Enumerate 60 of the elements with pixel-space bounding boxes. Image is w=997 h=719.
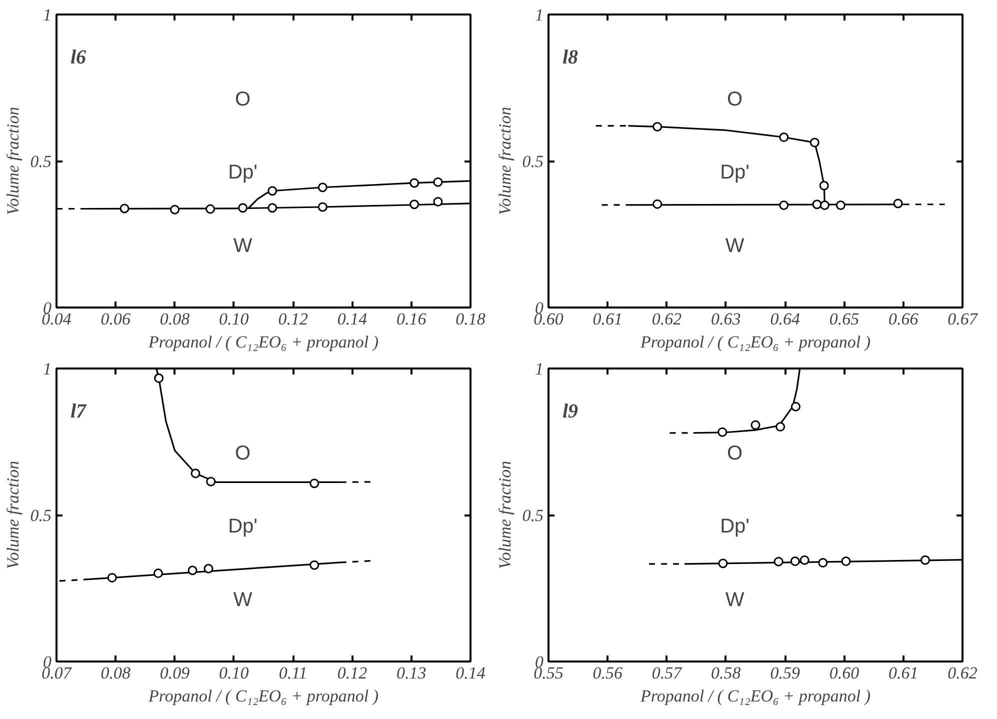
x-tick-label: 0.08 — [100, 664, 132, 682]
x-tick-label: 0.60 — [829, 664, 860, 682]
x-tick-label: 0.12 — [337, 664, 368, 682]
annotation: Dp' — [720, 516, 750, 538]
x-tick-label: 0.64 — [770, 310, 800, 328]
x-axis-title: Propanol / ( C₁₂EO₆ + propanol ) — [639, 332, 871, 352]
x-tick-label: 0.16 — [396, 310, 427, 328]
y-tick-label: 1 — [43, 360, 52, 378]
y-axis-title: Volume fraction — [3, 460, 22, 570]
x-tick-label: 0.12 — [278, 310, 308, 328]
y-tick-label: 1 — [43, 6, 52, 24]
text: l6 — [70, 46, 86, 68]
annotation: Dp' — [720, 162, 750, 184]
x-tick-label: 0.65 — [829, 310, 860, 328]
annotation: W — [233, 234, 252, 257]
x-tick-label: 0.14 — [337, 310, 368, 328]
text: l9 — [562, 400, 578, 422]
x-tick-label: 0.58 — [711, 664, 742, 682]
x-tick-label: 0.61 — [888, 664, 918, 682]
y-tick-label: 0.5 — [522, 506, 544, 525]
y-axis-title: Volume fraction — [495, 106, 514, 216]
x-tick-label: 0.18 — [456, 310, 486, 328]
x-tick-label: 0.14 — [456, 664, 486, 682]
x-tick-label: 0.61 — [592, 310, 623, 328]
annotation: O — [727, 88, 743, 110]
y-axis-title: Volume fraction — [495, 460, 514, 570]
y-tick-label: 0.5 — [30, 152, 52, 171]
annotation: W — [725, 234, 744, 257]
annotation: O — [235, 88, 251, 110]
x-tick-label: 0.09 — [160, 664, 190, 682]
x-tick-label: 0.62 — [652, 310, 682, 328]
annotation: O — [235, 442, 251, 464]
annotation: Dp' — [228, 516, 258, 538]
x-tick-label: 0.11 — [278, 664, 308, 682]
text: l7 — [70, 400, 88, 422]
y-tick-label: 0.5 — [522, 152, 544, 171]
annotation: Dp' — [228, 162, 258, 184]
x-tick-label: 0.62 — [948, 664, 978, 682]
annotation: O — [727, 442, 743, 464]
x-tick-label: 0.63 — [711, 310, 741, 328]
x-tick-label: 0.08 — [160, 310, 190, 328]
y-tick-label: 0.5 — [30, 506, 52, 525]
y-tick-label: 1 — [535, 6, 544, 24]
x-tick-label: 0.10 — [219, 310, 250, 328]
x-axis-title: Propanol / ( C₁₂EO₆ + propanol ) — [639, 686, 871, 706]
x-tick-label: 0.67 — [948, 310, 979, 328]
y-tick-label: 1 — [535, 360, 544, 378]
x-axis-title: Propanol / ( C₁₂EO₆ + propanol ) — [147, 332, 379, 352]
y-axis-title: Volume fraction — [3, 106, 22, 216]
x-axis-title: Propanol / ( C₁₂EO₆ + propanol ) — [147, 686, 379, 706]
x-tick-label: 0.57 — [652, 664, 684, 682]
x-tick-label: 0.56 — [592, 664, 624, 682]
annotation: W — [725, 588, 744, 611]
x-tick-label: 0.66 — [888, 310, 919, 328]
x-tick-label: 0.10 — [219, 664, 250, 682]
x-tick-label: 0.13 — [396, 664, 426, 682]
text: l8 — [562, 46, 578, 68]
x-tick-label: 0.59 — [770, 664, 800, 682]
x-tick-label: 0.06 — [100, 310, 132, 328]
annotation: W — [233, 588, 252, 611]
